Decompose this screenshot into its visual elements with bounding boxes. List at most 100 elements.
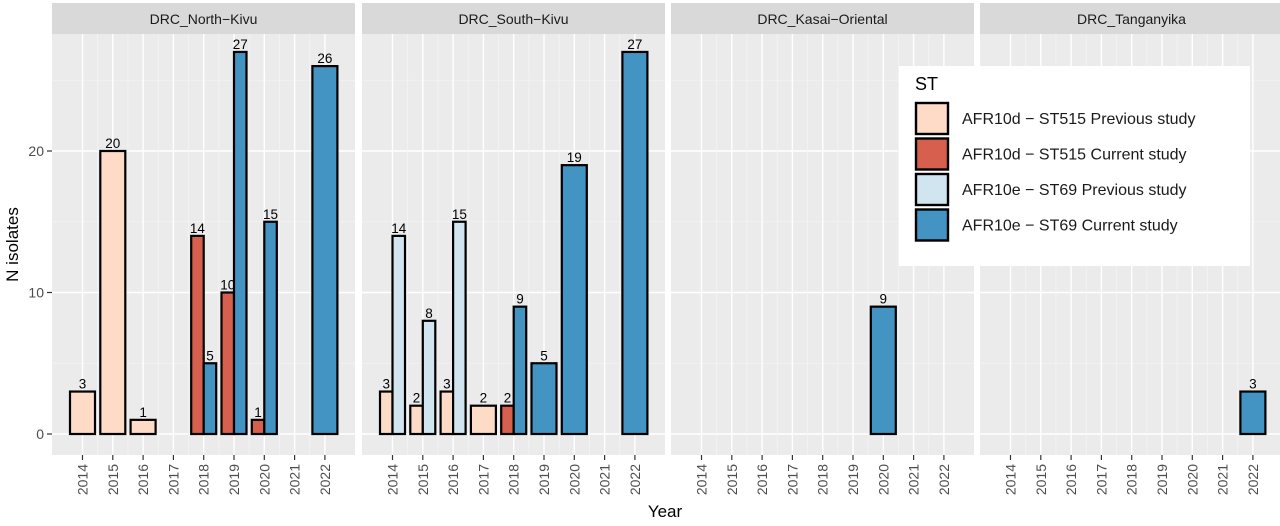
x-tick-label: 2020 bbox=[875, 464, 891, 495]
data-label: 2 bbox=[504, 391, 512, 406]
legend-label: AFR10e − ST69 Current study bbox=[962, 218, 1178, 235]
legend-key bbox=[914, 137, 950, 171]
data-label: 3 bbox=[443, 377, 451, 392]
x-tick-label: 2016 bbox=[445, 464, 461, 495]
x-tick-label: 2022 bbox=[317, 464, 333, 495]
x-tick-label: 2017 bbox=[1093, 464, 1109, 495]
bar bbox=[869, 305, 897, 436]
data-label: 20 bbox=[105, 136, 120, 151]
bar bbox=[500, 404, 515, 436]
data-label: 2 bbox=[480, 391, 488, 406]
data-label: 14 bbox=[391, 221, 407, 236]
x-tick-label: 2020 bbox=[1184, 464, 1200, 495]
data-label: 9 bbox=[880, 292, 888, 307]
bar bbox=[202, 362, 218, 436]
y-tick-label: 0 bbox=[36, 426, 44, 442]
data-label: 10 bbox=[220, 278, 235, 293]
data-label: 3 bbox=[382, 377, 390, 392]
x-tick-label: 2022 bbox=[936, 464, 952, 495]
x-tick-label: 2016 bbox=[135, 464, 151, 495]
facet-strip bbox=[362, 3, 665, 34]
data-label: 19 bbox=[567, 150, 582, 165]
data-label: 5 bbox=[206, 348, 214, 363]
x-tick-label: 2018 bbox=[1124, 464, 1140, 495]
data-label: 26 bbox=[317, 51, 332, 66]
x-tick-label: 2015 bbox=[105, 464, 121, 495]
x-tick-label: 2018 bbox=[506, 464, 522, 495]
x-tick-label: 2019 bbox=[536, 464, 552, 495]
bar bbox=[409, 404, 424, 436]
x-tick-label: 2014 bbox=[1003, 464, 1019, 495]
bar bbox=[68, 390, 97, 436]
y-tick-label: 20 bbox=[28, 143, 44, 159]
bar bbox=[190, 234, 205, 436]
x-tick-label: 2020 bbox=[256, 464, 272, 495]
x-tick-label: 2016 bbox=[1063, 464, 1079, 495]
legend-key bbox=[914, 101, 950, 136]
bar bbox=[232, 50, 248, 436]
x-tick-label: 2022 bbox=[627, 464, 643, 495]
bar bbox=[560, 164, 588, 436]
facet-strip-label: DRC_Kasai−Oriental bbox=[757, 11, 887, 27]
data-label: 15 bbox=[452, 207, 467, 222]
data-label: 14 bbox=[190, 221, 206, 236]
legend-box bbox=[899, 66, 1250, 266]
bar bbox=[378, 390, 394, 436]
x-tick-label: 2020 bbox=[566, 464, 582, 495]
facet-panel: DRC_South−Kivu 2014 2015 2016 2017 2018 2019 20… bbox=[362, 3, 665, 495]
bar bbox=[99, 149, 127, 436]
data-label: 1 bbox=[139, 405, 147, 420]
data-label: 2 bbox=[413, 391, 421, 406]
bar bbox=[469, 404, 497, 436]
legend-title: ST bbox=[915, 74, 938, 94]
facet-strip bbox=[52, 3, 355, 34]
data-label: 1 bbox=[254, 405, 262, 420]
y-axis-title: N isolates bbox=[3, 207, 22, 282]
bar bbox=[530, 362, 558, 436]
bar bbox=[452, 220, 467, 436]
x-tick-label: 2019 bbox=[845, 464, 861, 495]
facet-strip bbox=[980, 3, 1280, 34]
x-tick-label: 2021 bbox=[906, 464, 922, 495]
x-tick-label: 2015 bbox=[724, 464, 740, 495]
data-label: 15 bbox=[263, 207, 278, 222]
x-axis-title: Year bbox=[648, 502, 683, 521]
data-label: 9 bbox=[516, 292, 524, 307]
data-label: 5 bbox=[540, 348, 548, 363]
bar bbox=[311, 64, 339, 436]
legend-label: AFR10d − ST515 Previous study bbox=[962, 111, 1195, 128]
bar bbox=[512, 305, 528, 436]
x-tick-label: 2021 bbox=[287, 464, 303, 495]
bar bbox=[1239, 390, 1267, 436]
bar bbox=[391, 234, 407, 436]
bar bbox=[263, 220, 278, 436]
facet-strip bbox=[671, 3, 974, 34]
x-tick-label: 2014 bbox=[694, 464, 710, 495]
x-tick-label: 2017 bbox=[165, 464, 181, 495]
x-tick-label: 2021 bbox=[597, 464, 613, 495]
data-label: 27 bbox=[233, 37, 248, 52]
facet-strip-label: DRC_South−Kivu bbox=[458, 11, 568, 27]
data-label: 27 bbox=[627, 37, 642, 52]
x-tick-label: 2015 bbox=[1033, 464, 1049, 495]
bar bbox=[439, 390, 455, 436]
bar bbox=[250, 418, 266, 436]
data-label: 8 bbox=[425, 306, 433, 321]
legend-label: AFR10e − ST69 Previous study bbox=[962, 182, 1187, 199]
x-tick-label: 2016 bbox=[754, 464, 770, 495]
legend-key bbox=[914, 208, 950, 242]
data-label: 3 bbox=[1249, 377, 1257, 392]
bar bbox=[421, 319, 437, 436]
x-tick-label: 2019 bbox=[226, 464, 242, 495]
x-tick-label: 2014 bbox=[75, 464, 91, 495]
x-tick-label: 2018 bbox=[815, 464, 831, 495]
x-tick-label: 2017 bbox=[784, 464, 800, 495]
legend-label: AFR10d − ST515 Current study bbox=[962, 147, 1187, 164]
data-label: 3 bbox=[79, 377, 87, 392]
facet-strip-label: DRC_North−Kivu bbox=[150, 11, 258, 27]
bar bbox=[220, 291, 236, 436]
x-tick-label: 2021 bbox=[1215, 464, 1231, 495]
